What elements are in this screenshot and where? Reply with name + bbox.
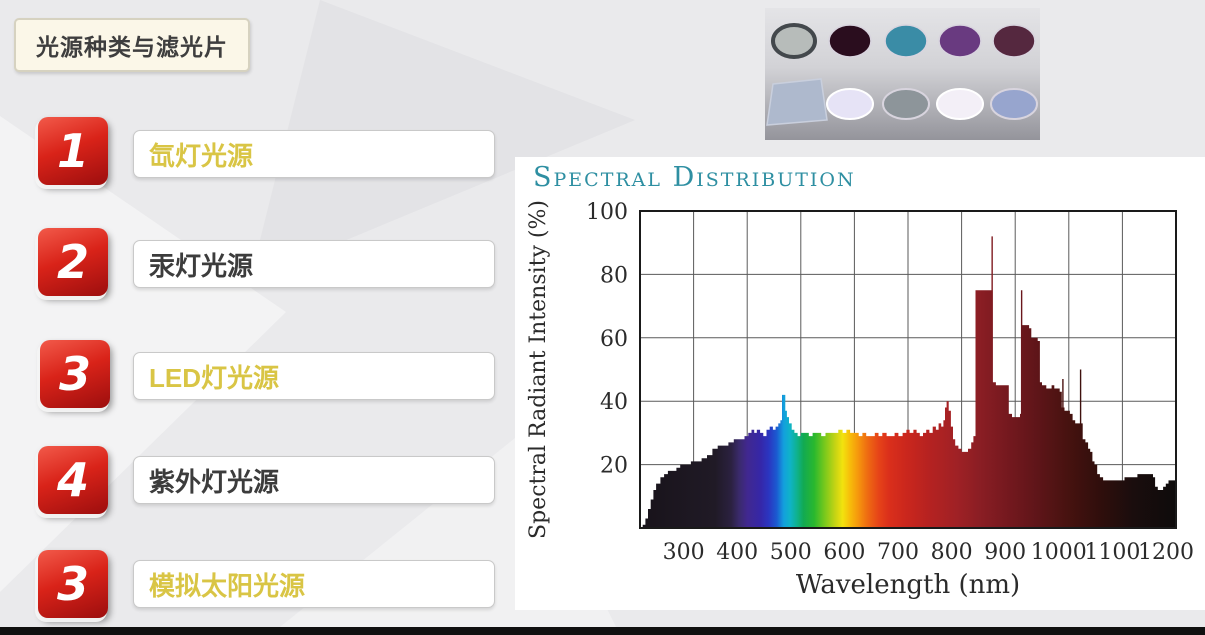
spectral-distribution-chart: 20 40 60 80 100 300 400 500 600 700 800 900 10001100… [526,200,1194,600]
x-axis-tick-label: 1000 [1031,540,1087,565]
list-item-label: 模拟太阳光源 [149,570,306,601]
lavender-filter [826,88,874,120]
x-axis-tick-label: 400 [716,540,758,565]
teal-filter [884,24,928,58]
x-axis-tick-label: 800 [931,540,973,565]
chart-title: Spectral Distribution [533,162,856,193]
list-item-mercury: 汞灯光源 [133,240,495,288]
white-filter [936,88,984,120]
square-glass-filter [766,78,828,126]
gray-lens-filter [771,23,817,59]
x-axis-tick-label: 700 [877,540,919,565]
wine-filter [992,24,1036,58]
list-item-xenon: 氙灯光源 [133,130,495,178]
item-number-badge: 2 [38,228,108,296]
x-axis-tick-label: 1200 [1138,540,1194,565]
x-axis-tick-label: 900 [984,540,1026,565]
gray-filter [882,88,930,120]
item-number-badge: 1 [38,117,108,185]
y-axis-tick-label: 60 [600,327,628,352]
y-axis-tick-label: 20 [600,454,628,479]
slide-title-badge: 光源种类与滤光片 [14,18,250,72]
item-number-badge: 3 [40,340,110,408]
item-number-badge: 4 [38,446,108,514]
spectral-chart-panel: Spectral Distribution 20 40 60 80 100 300 400 5… [515,157,1205,610]
list-item-label: 紫外灯光源 [149,466,280,497]
list-item-label: LED灯光源 [149,362,280,393]
filters-graphic [766,23,1038,126]
list-item-label: 汞灯光源 [149,250,254,281]
item-number-badge: 3 [38,550,108,618]
purple-filter [938,24,982,58]
x-axis-tick-label: 300 [663,540,705,565]
x-axis-title: Wavelength (nm) [796,570,1020,600]
list-item-uv: 紫外灯光源 [133,456,495,504]
y-axis-title: Spectral Radiant Intensity (%) [526,200,551,539]
x-axis-tick-label: 500 [770,540,812,565]
list-item-label: 氙灯光源 [149,140,254,171]
slide-title: 光源种类与滤光片 [36,34,228,60]
list-item-led: LED灯光源 [133,352,495,400]
y-axis-tick-label: 80 [600,263,628,288]
dark-plum-filter [828,24,872,58]
slide-footer-bar [0,627,1205,635]
x-axis-tick-label: 1100 [1084,540,1140,565]
x-axis-tick-label: 600 [823,540,865,565]
y-axis-tick-label: 40 [600,390,628,415]
y-axis-tick-label: 100 [586,200,628,225]
list-item-solar-sim: 模拟太阳光源 [133,560,495,608]
periwinkle-filter [990,88,1038,120]
spectrum-area-series [640,290,1176,528]
optical-filters-image [765,8,1040,140]
